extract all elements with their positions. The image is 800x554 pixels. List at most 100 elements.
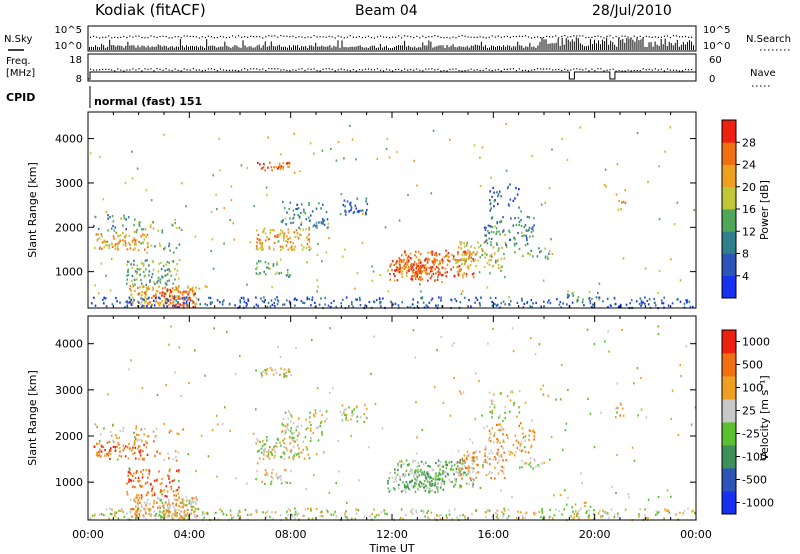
scatter-cell [507, 436, 509, 439]
scatter-cell [387, 482, 389, 485]
scatter-cell [276, 234, 279, 237]
scatter-cell [493, 406, 496, 409]
scatter-cell [620, 403, 622, 406]
scatter-cell [177, 433, 180, 436]
scatter-cell [157, 229, 159, 232]
scatter-cell [256, 241, 258, 244]
scatter-cell [417, 471, 419, 474]
nave-point [177, 69, 179, 71]
scatter-cell [140, 504, 143, 507]
scatter-cell [466, 252, 469, 255]
nsky-spike [371, 45, 373, 50]
scatter-cell [422, 264, 425, 267]
nsearch-point [102, 36, 104, 38]
nsky-spike [587, 45, 589, 50]
scatter-cell [490, 241, 492, 244]
nsearch-point [126, 36, 128, 39]
scatter-cell [380, 511, 383, 514]
scatter-cell [411, 262, 413, 266]
power-colorbar-label: Power [dB] [758, 180, 771, 240]
scatter-cell [128, 234, 131, 237]
scatter-cell [619, 401, 622, 405]
nsearch-point [307, 36, 309, 38]
nsky-spike [658, 45, 660, 50]
nsky-spike [204, 47, 206, 50]
scatter-cell [185, 504, 187, 507]
scatter-cell [433, 517, 436, 520]
scatter-cell [193, 293, 196, 296]
scatter-cell [490, 230, 493, 234]
scatter-cell [505, 433, 508, 437]
scatter-cell [131, 150, 133, 153]
scatter-cell [617, 512, 619, 515]
scatter-cell [183, 290, 185, 293]
nsky-spike [97, 46, 99, 50]
colorbar-segment [722, 445, 736, 469]
scatter-cell [164, 300, 167, 303]
scatter-cell [171, 224, 174, 227]
nsky-spike [616, 46, 618, 50]
scatter-cell [549, 515, 551, 518]
scatter-cell [427, 509, 429, 513]
scatter-cell [503, 440, 505, 443]
scatter-cell [355, 508, 358, 511]
scatter-cell [567, 290, 569, 293]
scatter-cell [534, 459, 536, 462]
scatter-cell [317, 426, 319, 429]
scatter-cell [216, 423, 219, 426]
scatter-cell [327, 304, 330, 307]
nsky-spike [105, 47, 107, 50]
scatter-cell [139, 292, 141, 295]
nsearch-point [165, 35, 167, 38]
scatter-cell [388, 156, 391, 159]
scatter-cell [405, 469, 408, 472]
scatter-cell [271, 169, 273, 172]
colorbar-segment [722, 399, 736, 423]
scatter-cell [475, 457, 478, 460]
scatter-cell [497, 303, 499, 306]
scatter-cell [470, 260, 473, 263]
scatter-cell [131, 301, 134, 304]
scatter-cell [177, 492, 180, 495]
scatter-cell [497, 472, 500, 475]
scatter-cell [132, 452, 134, 456]
scatter-cell [285, 469, 288, 472]
scatter-cell [493, 205, 495, 208]
nsky-spike [196, 45, 198, 50]
scatter-cell [464, 515, 466, 518]
scatter-cell [462, 391, 465, 394]
scatter-cell [122, 243, 125, 246]
nsky-spike [214, 46, 216, 50]
scatter-cell [292, 515, 294, 518]
scatter-cell [179, 290, 181, 294]
scatter-cell [530, 444, 533, 447]
scatter-cell [533, 511, 535, 514]
colorbar-tick-label: 500 [742, 359, 763, 372]
scatter-cell [143, 301, 146, 304]
scatter-cell [363, 420, 366, 423]
scatter-cell [420, 460, 423, 463]
scatter-cell [521, 427, 524, 430]
scatter-cell [394, 468, 396, 471]
scatter-cell [257, 260, 260, 263]
scatter-cell [232, 515, 235, 519]
scatter-cell [603, 511, 605, 514]
scatter-cell [310, 507, 312, 510]
scatter-cell [114, 247, 117, 250]
nsky-spike [402, 45, 404, 50]
scatter-cell [320, 221, 322, 224]
scatter-cell [414, 469, 417, 472]
nsky-spike [121, 46, 123, 50]
scatter-cell [267, 454, 270, 457]
scatter-cell [140, 300, 143, 303]
scatter-cell [391, 269, 393, 272]
scatter-cell [387, 479, 389, 483]
nsky-spike [349, 46, 351, 50]
scatter-cell [488, 509, 491, 512]
scatter-cell [494, 296, 497, 300]
scatter-cell [128, 368, 130, 371]
scatter-cell [520, 450, 523, 453]
scatter-cell [141, 458, 144, 461]
scatter-cell [239, 299, 241, 302]
scatter-cell [133, 238, 135, 241]
